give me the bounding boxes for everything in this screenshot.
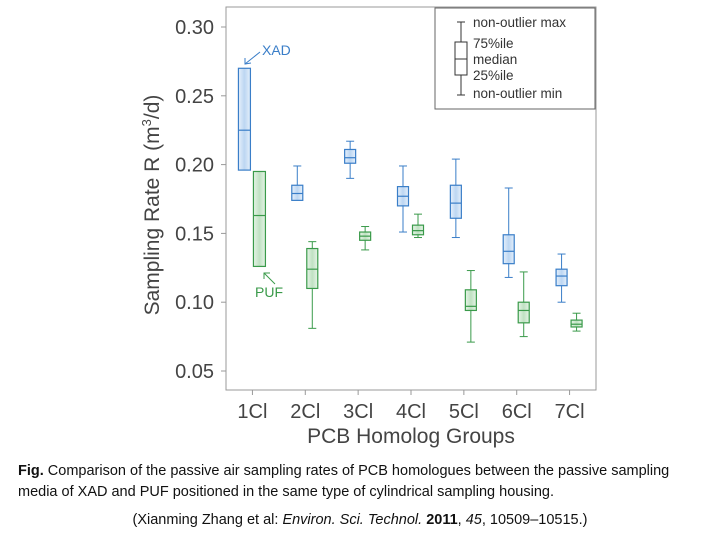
reference-volume: 45	[465, 512, 482, 528]
annotation-puf-arrowhead	[263, 272, 270, 279]
y-axis-ticks: 0.30 0.25 0.20 0.15 0.10 0.05	[175, 17, 226, 383]
iqr-box	[464, 289, 477, 312]
reference-journal: Environ. Sci. Technol.	[282, 512, 423, 528]
x-tick-label: 2Cl	[290, 401, 320, 423]
iqr-box	[570, 319, 583, 328]
y-tick-label: 0.25	[175, 86, 214, 108]
caption-prefix: Fig.	[18, 463, 44, 479]
annotation-xad-arrow	[244, 51, 261, 65]
iqr-box	[237, 67, 252, 171]
xad-box-1Cl	[237, 67, 252, 171]
annotation-puf-text: PUF	[255, 284, 283, 300]
reference-pages: , 10509–10515.)	[481, 512, 588, 528]
iqr-box	[306, 247, 319, 290]
puf-box-3Cl	[359, 226, 372, 251]
xad-box-4Cl	[396, 165, 410, 233]
annotation-puf: PUF	[255, 272, 283, 300]
x-tick-label: 6Cl	[502, 401, 532, 423]
y-axis-label: Sampling Rate R (m3/d)	[139, 95, 164, 316]
annotation-puf-arrow	[263, 272, 276, 285]
y-axis-label-end: /d)	[141, 95, 164, 120]
x-tick-label: 4Cl	[396, 401, 426, 423]
legend-label-max: non-outlier max	[473, 15, 566, 30]
puf-box-2Cl	[306, 241, 319, 329]
caption-text: Comparison of the passive air sampling r…	[18, 463, 670, 500]
figure-caption: Fig. Comparison of the passive air sampl…	[18, 461, 708, 503]
xad-box-5Cl	[449, 158, 462, 239]
legend-label-q1: 25%ile	[473, 68, 514, 83]
xad-box-7Cl	[555, 253, 568, 303]
y-axis-label-superscript: 3	[139, 119, 154, 126]
figure-reference: (Xianming Zhang et al: Environ. Sci. Tec…	[0, 512, 720, 528]
y-tick-label: 0.15	[175, 223, 214, 245]
annotation-xad-text: XAD	[262, 42, 291, 58]
iqr-box	[411, 224, 425, 236]
iqr-box	[252, 170, 267, 268]
iqr-box	[449, 184, 462, 219]
y-tick-label: 0.20	[175, 155, 214, 177]
sampling-rate-boxplot: 0.30 0.25 0.20 0.15 0.10 0.05 1Cl 2Cl 3Cl 4Cl 5Cl…	[139, 6, 597, 448]
iqr-box	[517, 301, 530, 324]
puf-box-1Cl	[252, 170, 267, 268]
x-axis-label: PCB Homolog Groups	[307, 425, 515, 448]
puf-box-6Cl	[517, 271, 530, 338]
xad-box-3Cl	[344, 140, 357, 179]
iqr-box	[555, 268, 568, 287]
annotation-xad: XAD	[244, 42, 291, 65]
x-tick-label: 5Cl	[449, 401, 479, 423]
iqr-box	[502, 234, 515, 265]
xad-box-2Cl	[291, 165, 304, 201]
iqr-box	[344, 148, 357, 164]
y-tick-label: 0.10	[175, 292, 214, 314]
puf-box-7Cl	[570, 312, 583, 332]
y-axis-label-main: Sampling Rate R (m	[141, 126, 164, 315]
legend: non-outlier max 75%ile median 25%ile non…	[434, 7, 596, 110]
reference-sep2: ,	[457, 512, 466, 528]
legend-label-median: median	[473, 52, 517, 67]
y-tick-label: 0.30	[175, 17, 214, 39]
legend-label-min: non-outlier min	[473, 86, 562, 101]
y-tick-label: 0.05	[175, 361, 214, 383]
xad-box-6Cl	[502, 187, 515, 278]
puf-box-5Cl	[464, 270, 477, 343]
annotation-xad-arrowhead	[244, 58, 252, 65]
x-tick-label: 1Cl	[237, 401, 267, 423]
iqr-box	[291, 184, 304, 201]
legend-label-q3: 75%ile	[473, 36, 514, 51]
x-axis-ticks: 1Cl 2Cl 3Cl 4Cl 5Cl 6Cl 7Cl	[237, 390, 585, 423]
x-tick-label: 7Cl	[555, 401, 585, 423]
puf-box-4Cl	[411, 213, 425, 239]
reference-year: 2011	[426, 512, 458, 528]
x-tick-label: 3Cl	[343, 401, 373, 423]
box-series	[237, 67, 583, 343]
reference-open: (Xianming Zhang et al:	[132, 512, 283, 528]
